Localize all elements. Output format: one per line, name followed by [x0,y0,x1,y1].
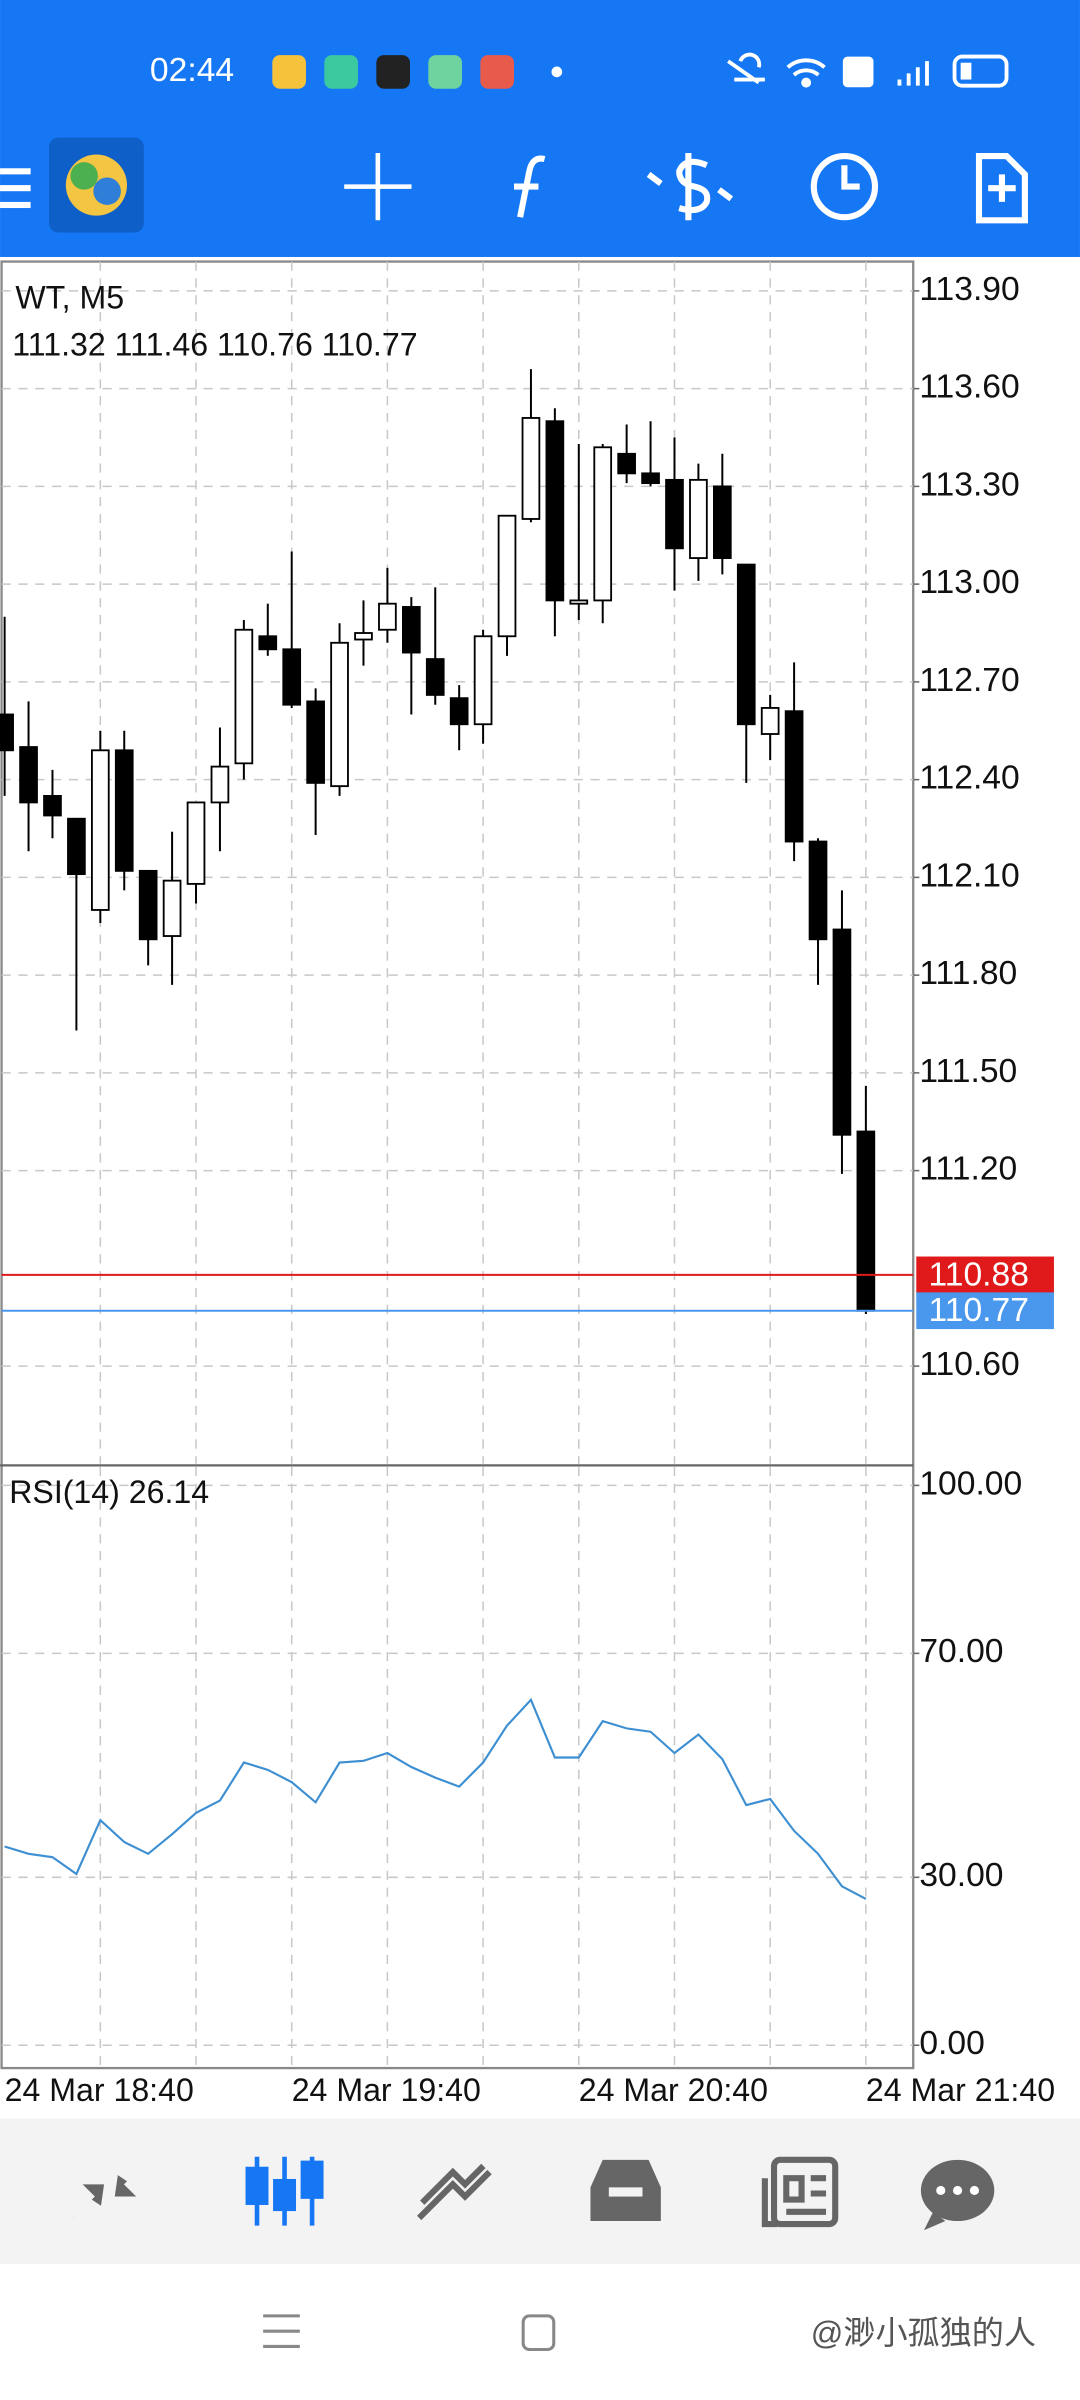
candle-body [617,452,636,475]
watermark: @渺小孤独的人 [811,2315,1036,2351]
y-tick-label: 100.00 [919,1465,1022,1502]
candle-body [832,928,852,1136]
candle-body [545,420,565,602]
candle-body [760,707,780,735]
x-tick-label: 24 Mar 21:40 [866,2072,1055,2108]
mt4-logo[interactable] [48,137,144,233]
rsi-title: RSI(14) 26.14 [9,1474,209,1510]
bottom-nav [0,2118,1080,2264]
candle-body [689,478,708,559]
candle-body [736,563,756,726]
candle-body [138,869,158,941]
candle-body [282,648,302,706]
candle-body [114,749,134,872]
crosshair-button[interactable] [344,152,412,221]
price-tag-label: 110.88 [929,1256,1029,1293]
candle-body [856,1130,876,1312]
status-system-icons [727,52,1009,88]
candle-body [90,749,110,911]
candle-body [186,801,206,885]
chart-frame [0,260,915,2070]
y-tick-label: 30.00 [919,1857,1003,1894]
candle-body [0,713,14,752]
new-order-button[interactable] [975,152,1028,224]
candle-body [473,635,493,726]
recents-button[interactable] [263,2314,300,2348]
candle-body [19,746,38,804]
candle-body [713,485,732,559]
menu-button[interactable] [0,168,31,209]
candle-body [354,632,373,641]
history-button[interactable] [810,152,879,221]
y-tick-label: 70.00 [919,1633,1003,1670]
candle-body [210,765,230,804]
y-tick-label: 113.60 [919,369,1019,406]
y-tick-label: 0.00 [919,2025,984,2062]
x-tick-label: 24 Mar 18:40 [5,2072,194,2108]
candle-body [808,840,828,941]
history-tab[interactable] [590,2159,661,2222]
y-tick-label: 110.60 [919,1346,1019,1383]
system-nav [263,2314,556,2352]
x-tick-label: 24 Mar 19:40 [292,2072,481,2108]
chart-tab[interactable] [245,2156,324,2226]
y-tick-label: 112.10 [919,857,1019,894]
candle-body [306,700,325,784]
trade-button[interactable] [646,152,734,221]
status-time: 02:44 [150,52,234,89]
price-tag-label: 110.77 [929,1292,1029,1329]
y-tick-label: 111.80 [919,955,1017,992]
candle-body [521,417,541,520]
candle-body [234,628,254,765]
news-tab[interactable] [761,2156,839,2228]
candle-body [569,599,589,605]
y-tick-label: 113.90 [919,271,1019,308]
app-header [0,0,1080,257]
rsi-line [4,1697,867,1900]
y-tick-label: 111.50 [919,1053,1017,1090]
price-tag [916,1256,1054,1294]
home-button[interactable] [521,2314,556,2352]
candle-body [401,606,421,654]
x-tick-label: 24 Mar 20:40 [579,2072,768,2108]
ohlc-text: 111.32 111.46 110.76 110.77 [12,327,417,363]
y-tick-label: 111.20 [919,1151,1017,1188]
candle-body [425,658,445,696]
y-tick-label: 112.40 [919,760,1019,797]
candle-body [641,472,660,485]
candle-body [378,602,397,631]
candle-body [784,710,804,843]
indicators-button[interactable] [513,155,546,218]
candle-body [593,446,613,602]
candle-body [162,879,182,937]
candle-body [330,641,349,788]
candle-body [449,697,469,726]
candle-body [665,478,684,550]
candle-body [497,514,517,638]
y-tick-label: 113.00 [919,564,1019,601]
candle-body [67,817,86,876]
y-tick-label: 112.70 [919,662,1019,699]
chat-tab[interactable] [920,2159,995,2231]
trade-tab[interactable] [416,2163,492,2221]
price-tag [916,1292,1054,1330]
y-tick-label: 113.30 [919,466,1019,503]
candle-body [258,635,278,651]
status-app-icons [272,55,563,89]
chart-title: WT, M5 [15,279,124,315]
candle-body [43,795,62,817]
